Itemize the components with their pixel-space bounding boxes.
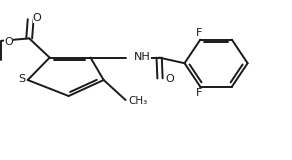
- Text: O: O: [4, 37, 13, 47]
- Text: F: F: [196, 28, 202, 38]
- Text: O: O: [33, 13, 41, 23]
- Text: F: F: [196, 88, 202, 98]
- Text: O: O: [166, 74, 175, 84]
- Text: S: S: [18, 74, 25, 84]
- Text: NH: NH: [134, 52, 150, 62]
- Text: CH₃: CH₃: [128, 96, 148, 106]
